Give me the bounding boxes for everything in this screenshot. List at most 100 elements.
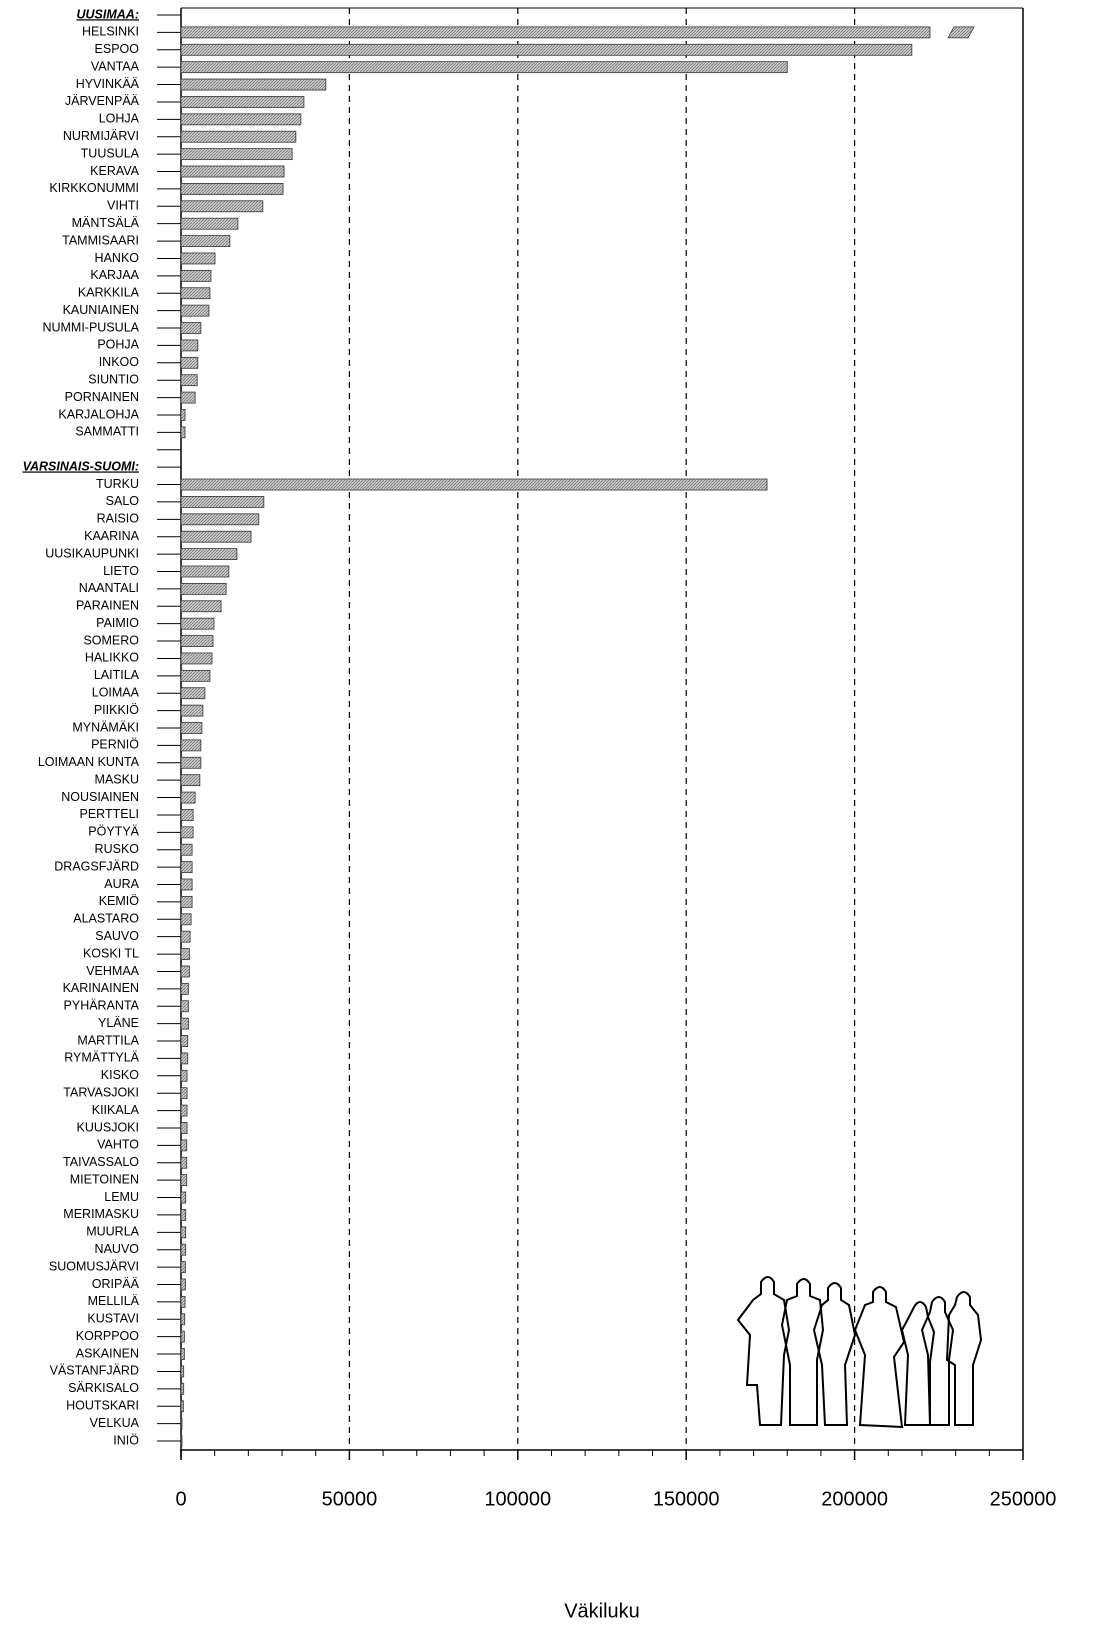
bar <box>180 200 264 213</box>
y-tick-label: ALASTARO <box>73 912 139 926</box>
y-tick-label: RUSKO <box>95 842 140 856</box>
bar <box>180 1000 189 1013</box>
bar <box>180 896 193 908</box>
bar <box>180 635 214 647</box>
bar <box>180 1174 188 1187</box>
y-tick-label: TURKU <box>96 477 139 491</box>
bar <box>180 513 260 526</box>
y-tick-label: PORNAINEN <box>65 390 139 404</box>
bar <box>180 391 196 404</box>
bar <box>180 1104 188 1117</box>
y-tick-label: NOUSIAINEN <box>61 790 139 804</box>
bar <box>180 1209 187 1221</box>
bar <box>180 217 239 230</box>
bar <box>180 61 788 74</box>
y-tick-label: HALIKKO <box>85 651 139 665</box>
bar <box>180 1400 184 1413</box>
bar <box>180 687 206 700</box>
bar <box>180 843 193 856</box>
y-tick-label: INKOO <box>99 355 140 369</box>
x-tick-label: 250000 <box>990 1488 1057 1510</box>
y-tick-label: VANTAA <box>91 59 140 73</box>
y-tick-label: MELLILÄ <box>88 1294 140 1308</box>
bar <box>180 774 201 787</box>
y-tick-label: MASKU <box>95 772 139 786</box>
y-tick-label: VIHTI <box>107 199 139 213</box>
group-header: VARSINAIS-SUOMI: <box>23 459 139 473</box>
bar <box>180 356 199 369</box>
bar <box>180 756 202 769</box>
y-tick-label: KUSTAVI <box>87 1312 139 1326</box>
y-tick-label: SAUVO <box>95 929 139 943</box>
y-tick-label: KARKKILA <box>78 286 140 300</box>
bar <box>180 652 213 665</box>
y-tick-label: KIRKKONUMMI <box>49 181 139 195</box>
y-tick-label: KORPPOO <box>76 1329 139 1343</box>
bar <box>180 1017 189 1030</box>
y-tick-label: KARINAINEN <box>63 981 139 995</box>
bar <box>180 1052 189 1065</box>
y-tick-label: SOMERO <box>83 633 139 647</box>
bar <box>180 496 265 508</box>
bar <box>180 548 238 560</box>
y-tick-label: HANKO <box>95 251 140 265</box>
bar <box>180 1330 185 1343</box>
y-tick-label: LOHJA <box>99 112 140 126</box>
y-tick-label: RYMÄTTYLÄ <box>64 1051 139 1065</box>
bar <box>180 26 931 39</box>
bar <box>180 1087 188 1100</box>
bar <box>180 1139 188 1152</box>
bar <box>180 582 227 595</box>
bar <box>180 339 199 352</box>
bar <box>180 669 211 682</box>
y-tick-label: DRAGSFJÄRD <box>54 859 139 873</box>
y-tick-label: RAISIO <box>97 512 140 526</box>
bar <box>180 43 913 56</box>
y-tick-label: KUUSJOKI <box>76 1120 139 1134</box>
bar-break <box>947 26 975 39</box>
y-tick-label: KOSKI TL <box>83 946 139 960</box>
y-tick-label: AURA <box>104 877 139 891</box>
bar <box>180 722 203 734</box>
y-tick-label: ESPOO <box>95 42 140 56</box>
y-tick-label: KISKO <box>101 1068 139 1082</box>
x-tick-label: 0 <box>175 1488 186 1510</box>
y-tick-label: HOUTSKARI <box>66 1399 139 1413</box>
y-tick-label: LOIMAAN KUNTA <box>38 755 140 769</box>
bar <box>180 165 285 178</box>
y-tick-label: VELKUA <box>90 1416 140 1430</box>
bar <box>180 96 305 108</box>
y-tick-label: MARTTILA <box>77 1033 139 1047</box>
bar <box>180 1191 187 1204</box>
bar <box>180 1122 188 1134</box>
y-tick-label: VÄSTANFJÄRD <box>50 1364 139 1378</box>
bar <box>180 374 198 387</box>
y-tick-label: TUUSULA <box>81 146 140 160</box>
y-tick-label: LAITILA <box>94 668 140 682</box>
bar <box>180 1035 189 1047</box>
y-tick-label: ORIPÄÄ <box>92 1277 140 1291</box>
y-tick-label: SUOMUSJÄRVI <box>49 1259 139 1273</box>
bar <box>180 565 230 578</box>
bar <box>180 530 252 543</box>
bar <box>180 861 193 874</box>
y-tick-label: VAHTO <box>97 1138 139 1152</box>
bar <box>180 617 215 630</box>
bar <box>180 1278 186 1291</box>
y-tick-label: KAARINA <box>84 529 140 543</box>
y-tick-label: SIUNTIO <box>88 372 139 386</box>
y-tick-label: VEHMAA <box>86 964 139 978</box>
bar <box>180 826 194 839</box>
y-tick-label: HELSINKI <box>82 25 139 39</box>
y-tick-label: KAUNIAINEN <box>63 303 139 317</box>
bar <box>180 478 768 491</box>
y-tick-label: NAANTALI <box>79 581 139 595</box>
bar <box>180 252 216 265</box>
bar <box>180 1348 185 1360</box>
y-tick-label: TAMMISAARI <box>62 233 139 247</box>
y-tick-label: NAUVO <box>95 1242 140 1256</box>
y-tick-label: PARAINEN <box>76 599 139 613</box>
bar <box>180 78 327 91</box>
bar <box>180 409 186 421</box>
